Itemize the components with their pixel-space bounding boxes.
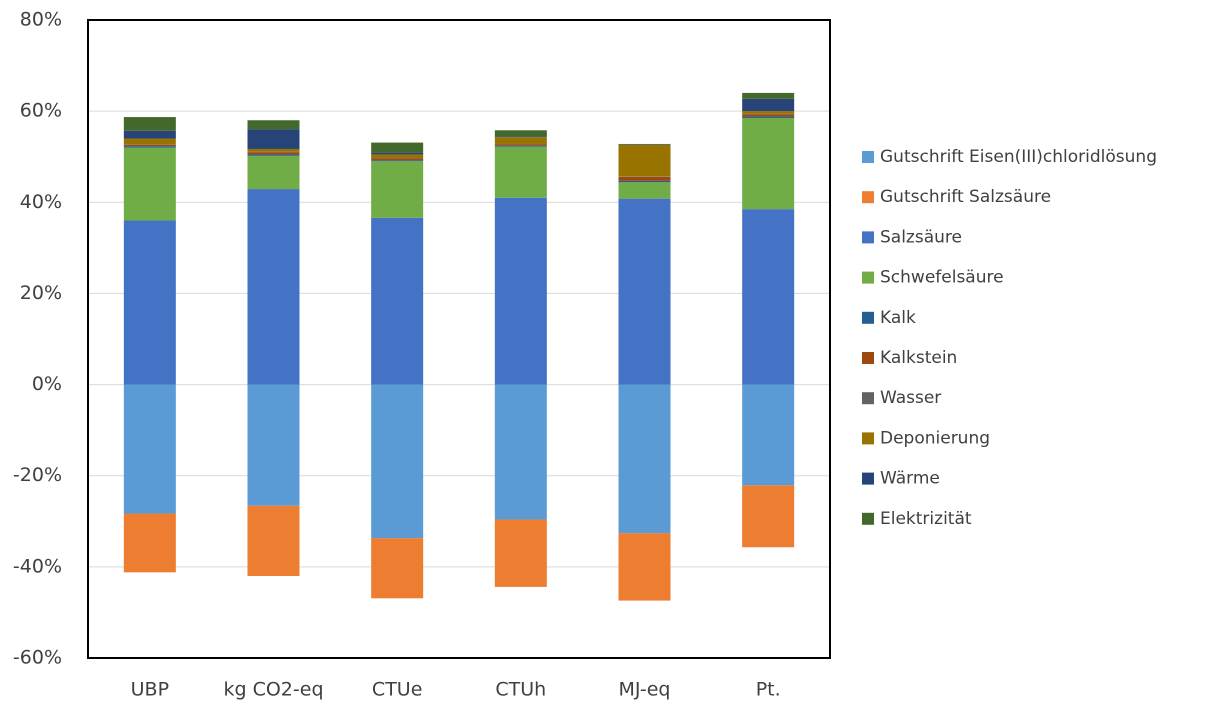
bar-segment <box>247 129 300 149</box>
bar-segment <box>494 137 547 144</box>
legend-swatch <box>862 392 874 405</box>
bar-segment <box>247 152 300 155</box>
bar-segment <box>371 142 424 153</box>
bar-segment <box>742 114 795 117</box>
x-tick-label: Pt. <box>756 679 781 701</box>
bar-segment <box>123 138 176 145</box>
legend-swatch <box>862 231 874 244</box>
bar-segment <box>494 197 547 385</box>
bar-segment <box>371 384 424 539</box>
bar-segment <box>371 161 424 218</box>
bar-segment <box>371 538 424 599</box>
bar-segment <box>494 136 547 138</box>
legend-label: Wärme <box>880 469 940 489</box>
bar-segment <box>618 176 671 181</box>
bar-segment <box>742 117 795 210</box>
bar-segment <box>123 130 176 139</box>
bar-segment <box>371 158 424 161</box>
bar-segment <box>742 485 795 548</box>
bar-segment <box>742 209 795 385</box>
bar-segment <box>494 144 547 146</box>
legend-swatch <box>862 151 874 163</box>
bar-segment <box>494 384 547 520</box>
y-tick-label: -40% <box>13 555 62 577</box>
x-tick-label: CTUh <box>495 679 546 701</box>
bar-segment <box>618 144 671 177</box>
bar-segment <box>618 533 671 601</box>
bar-segment <box>371 152 424 155</box>
bar-segment <box>123 117 176 131</box>
legend-swatch <box>862 271 874 284</box>
legend-swatch <box>862 432 874 445</box>
y-tick-label: 20% <box>20 282 62 304</box>
y-tick-label: -60% <box>13 647 62 669</box>
x-tick-label: kg CO2-eq <box>223 679 323 701</box>
bar-segment <box>618 198 671 385</box>
legend-swatch <box>862 311 874 324</box>
y-tick-label: -20% <box>13 464 62 486</box>
y-tick-label: 40% <box>20 191 62 213</box>
x-tick-label: UBP <box>131 679 169 701</box>
bar-segment <box>247 148 300 152</box>
bar-segment <box>247 189 300 385</box>
bar-segment <box>247 384 300 506</box>
bar-segment <box>247 154 300 156</box>
bar-segment <box>371 160 424 162</box>
bar-segment <box>494 145 547 147</box>
legend-label: Deponierung <box>880 428 990 448</box>
bar-segment <box>494 130 547 137</box>
legend-label: Kalk <box>880 308 916 328</box>
bar-segment <box>247 155 300 190</box>
bar-segment <box>123 144 176 147</box>
bar-segment <box>247 120 300 130</box>
bar-segment <box>494 146 547 198</box>
bar-segment <box>371 154 424 159</box>
bar-segment <box>123 147 176 221</box>
legend-swatch <box>862 352 874 364</box>
bar-segment <box>494 519 547 587</box>
legend-label: Gutschrift Eisen(III)chloridlösung <box>880 147 1157 167</box>
y-tick-label: 60% <box>20 100 62 122</box>
legend-label: Wasser <box>880 388 941 408</box>
bar-segment <box>123 384 176 514</box>
bar-segment <box>247 505 300 576</box>
bar-segment <box>742 116 795 118</box>
plot-border <box>87 19 831 659</box>
legend-label: Salzsäure <box>880 227 962 247</box>
bar-segment <box>742 384 795 486</box>
bar-segment <box>618 182 671 199</box>
legend-swatch <box>862 472 874 485</box>
bar-segment <box>123 146 176 148</box>
legend-label: Kalkstein <box>880 348 957 368</box>
legend-label: Gutschrift Salzsäure <box>880 187 1051 207</box>
bar-segment <box>742 111 795 114</box>
legend-label: Elektrizität <box>880 509 972 529</box>
legend-label: Schwefelsäure <box>880 268 1004 288</box>
bar-segment <box>742 92 795 99</box>
bar-segment <box>618 180 671 183</box>
legend-swatch <box>862 512 874 525</box>
x-tick-label: MJ-eq <box>619 679 671 701</box>
bar-segment <box>371 217 424 385</box>
bar-segment <box>742 98 795 112</box>
bar-segment <box>123 220 176 385</box>
legend-swatch <box>862 191 874 204</box>
x-tick-label: CTUe <box>372 679 422 701</box>
bar-segment <box>618 384 671 534</box>
y-tick-label: 0% <box>32 373 62 395</box>
bar-segment <box>123 513 176 573</box>
y-tick-label: 80% <box>20 9 62 31</box>
